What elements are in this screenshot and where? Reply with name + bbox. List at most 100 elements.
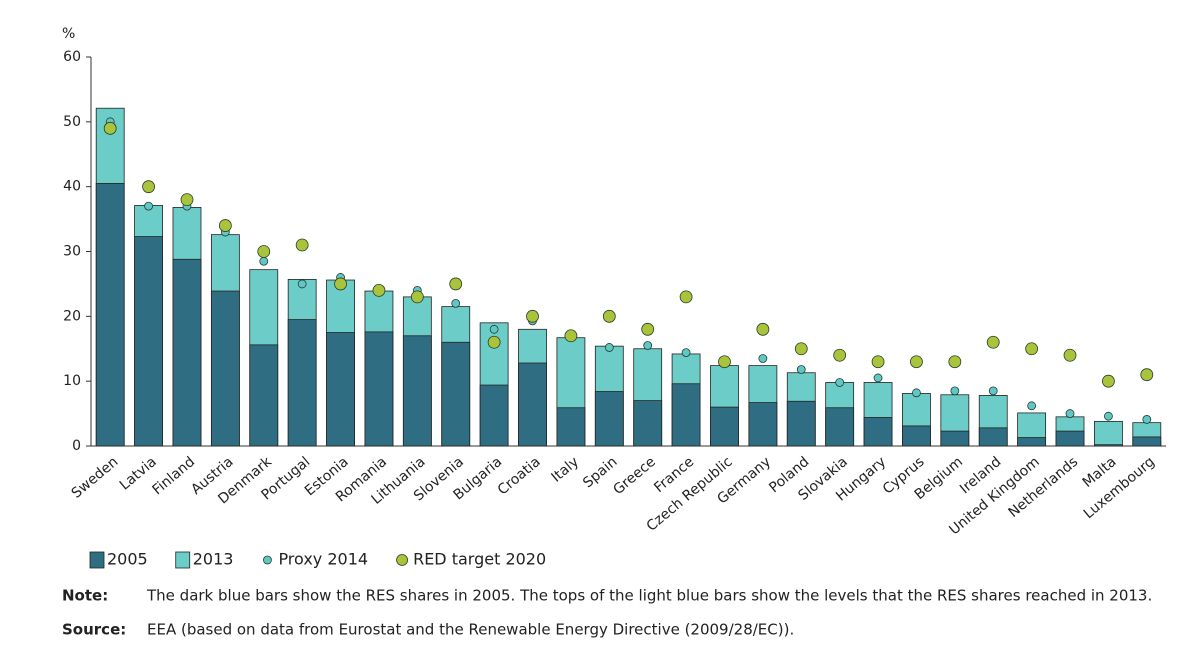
legend-label: Proxy 2014 [278,550,368,569]
bar [786,400,816,447]
y-tick-label: 30 [63,244,81,260]
dot [794,342,808,356]
y-tick-label: 0 [72,438,81,454]
dot [758,354,768,363]
bar [518,362,547,447]
bar [902,425,931,447]
dot [602,309,616,323]
bar [594,391,624,447]
bar [287,319,317,447]
x-tick-label: Italy [548,454,582,486]
bar [364,331,394,447]
y-tick-label: 10 [63,373,81,389]
dot [257,245,271,258]
bar [633,400,663,447]
dot [1063,348,1077,362]
legend-label: 2013 [193,550,234,569]
bar [863,417,893,447]
dot [295,238,309,252]
dot [142,180,155,194]
dot [948,355,962,369]
bar [249,344,279,447]
dot [1025,342,1039,356]
dot [1102,374,1115,388]
bar [134,236,163,447]
dot [1142,415,1152,424]
bar [402,335,432,447]
y-tick-label: 50 [63,114,81,130]
bar [1094,444,1123,447]
dot [833,348,847,362]
note-text: The dark blue bars show the RES shares i… [146,587,1152,605]
dot [1065,409,1075,418]
dot [871,355,885,369]
dot [334,277,347,291]
note-text: EEA (based on data from Eurostat and the… [147,621,794,639]
legend-swatch [396,554,408,566]
bar [978,427,1008,447]
dot [526,309,539,323]
dot [873,373,883,383]
dot [449,277,463,291]
dot [679,290,693,304]
dot [986,335,1000,349]
bar [1017,437,1047,447]
legend-swatch [89,551,105,569]
x-tick-label: Sweden [69,454,122,502]
note-label: Note: [62,587,108,605]
dot [718,355,731,369]
dot [1140,368,1154,382]
bar [671,383,701,447]
dot [451,298,461,308]
bar [441,341,471,447]
bar [940,430,970,447]
dot [297,279,307,289]
dot [218,219,232,232]
bar [326,332,355,447]
dot [1027,401,1037,411]
legend-label: 2005 [107,550,148,569]
y-axis-label: % [62,26,75,42]
bar [825,407,855,447]
dot [681,348,691,358]
dot [604,343,614,352]
dot [641,322,655,336]
dot [910,355,923,369]
bar [748,402,778,447]
dot [487,335,501,349]
dot [144,201,153,211]
x-tick-label: Croatia [495,454,544,499]
legend-swatch [263,555,272,565]
dot [756,322,770,336]
y-tick-label: 40 [63,179,81,195]
dot [950,386,960,396]
bar [710,406,739,447]
x-tick-label: Finland [150,454,199,498]
dot [643,341,653,350]
dot [103,121,117,135]
bar [1055,430,1085,447]
bar [210,290,240,447]
bar [95,183,125,447]
dot [372,283,386,297]
bar [172,258,202,447]
bar [479,384,509,447]
dot [180,193,194,207]
note-label: Source: [62,621,126,639]
bar [1132,436,1162,447]
dot [489,324,499,334]
dot [564,329,578,343]
dot [835,378,845,387]
dot [912,388,921,398]
dot [796,365,806,374]
bar [556,407,586,447]
legend-swatch [175,551,191,569]
y-tick-label: 20 [63,308,81,324]
x-tick-label: Greece [610,454,658,498]
dot [410,290,424,304]
dot [1104,411,1113,421]
bar [1094,420,1123,447]
y-tick-label: 60 [63,49,81,65]
